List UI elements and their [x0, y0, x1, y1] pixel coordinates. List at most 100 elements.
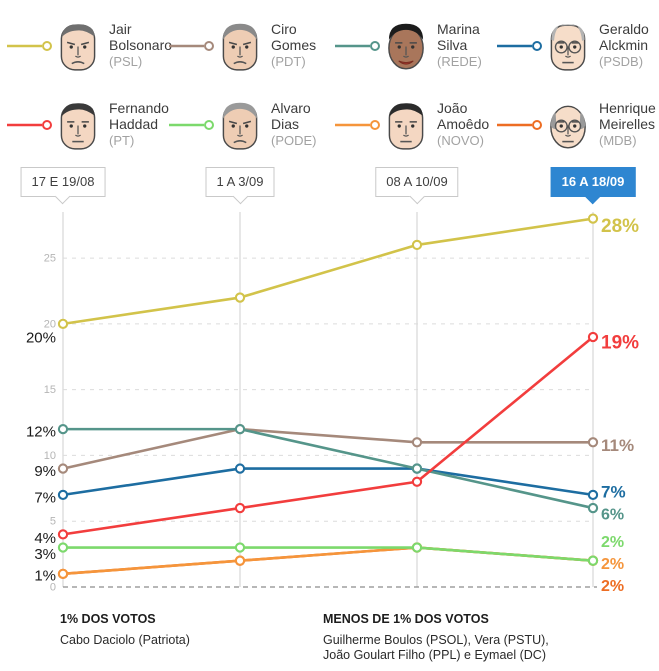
start-value-label-fernando-haddad: 4% — [34, 530, 56, 547]
candidate-last-name: Silva — [437, 37, 468, 53]
legend-item-ciro-gomes[interactable]: Ciro Gomes (PDT) — [168, 6, 334, 85]
candidate-last-name: Alckmin — [599, 37, 649, 53]
y-axis-tick-15: 15 — [44, 384, 56, 396]
data-point-marina-silva-1[interactable] — [57, 423, 69, 435]
start-value-label-alvaro-dias: 3% — [34, 546, 56, 563]
candidate-party: (NOVO) — [437, 133, 484, 148]
candidates-legend: Jair Bolsonaro (PSL) Ciro Gomes (PDT) Ma… — [0, 0, 659, 162]
series-marina-silva — [57, 423, 599, 514]
legend-item-joao-amoedo[interactable]: João Amoêdo (NOVO) — [334, 85, 496, 164]
data-point-jair-bolsonaro-1[interactable] — [57, 318, 69, 330]
data-point-geraldo-alckmin-2[interactable] — [234, 463, 246, 474]
footnote-less-line-2: João Goulart Filho (PPL) e Eymael (DC) — [323, 648, 546, 662]
y-axis-tick-5: 5 — [50, 516, 56, 528]
series-line — [62, 336, 594, 536]
series-line-swatch-joao-amoedo — [335, 119, 380, 130]
footnote-one-percent-title: 1% DOS VOTOS — [60, 612, 156, 626]
face-jair-bolsonaro — [60, 23, 96, 71]
candidate-party: (PODE) — [271, 133, 317, 148]
legend-item-marina-silva[interactable]: Marina Silva (REDE) — [334, 6, 496, 85]
y-axis-tick-0: 0 — [50, 582, 56, 594]
candidate-party: (MDB) — [599, 133, 637, 148]
footnote-one-percent: 1% DOS VOTOS Cabo Daciolo (Patriota) — [60, 612, 190, 648]
data-point-marina-silva-4[interactable] — [587, 502, 599, 514]
candidate-first-name: Fernando — [109, 100, 169, 116]
face-geraldo-alckmin — [550, 23, 586, 71]
candidate-first-name: Jair — [109, 21, 132, 37]
data-point-fernando-haddad-3[interactable] — [411, 476, 423, 487]
start-value-label-jair-bolsonaro: 20% — [26, 329, 56, 346]
candidate-last-name: Dias — [271, 116, 300, 132]
candidate-first-name: Marina — [437, 21, 480, 37]
face-alvaro-dias — [222, 102, 258, 150]
data-point-joao-amoedo-2[interactable] — [234, 555, 246, 566]
legend-item-geraldo-alckmin[interactable]: Geraldo Alckmin (PSDB) — [496, 6, 659, 85]
candidate-last-name: Meirelles — [599, 116, 656, 132]
data-point-geraldo-alckmin-4[interactable] — [587, 489, 599, 501]
footnote-one-percent-names: Cabo Daciolo (Patriota) — [60, 633, 190, 647]
data-point-marina-silva-3[interactable] — [411, 463, 423, 474]
y-axis-tick-20: 20 — [44, 318, 56, 330]
legend-item-henrique-meirelles[interactable]: Henrique Meirelles (MDB) — [496, 85, 659, 164]
start-value-label-geraldo-alckmin: 7% — [34, 489, 56, 506]
face-joao-amoedo — [388, 102, 424, 150]
series-jair-bolsonaro — [57, 213, 599, 330]
end-value-label-henrique-meirelles: 2% — [601, 578, 624, 595]
series-fernando-haddad — [57, 331, 599, 540]
poll-date-tab-4[interactable]: 16 A 18/09 — [550, 167, 636, 205]
start-value-label-joao-amoedo: 1% — [34, 567, 56, 584]
legend-item-jair-bolsonaro[interactable]: Jair Bolsonaro (PSL) — [6, 6, 172, 85]
series-line-swatch-alvaro-dias — [169, 119, 214, 130]
candidate-party: (PSDB) — [599, 54, 644, 69]
legend-item-alvaro-dias[interactable]: Alvaro Dias (PODE) — [168, 85, 334, 164]
candidate-first-name: Alvaro — [271, 100, 311, 116]
series-line — [62, 546, 594, 576]
data-point-geraldo-alckmin-1[interactable] — [57, 489, 69, 501]
start-value-label-marina-silva: 12% — [26, 424, 56, 441]
y-axis-tick-10: 10 — [44, 450, 56, 462]
series-line — [62, 467, 594, 497]
data-point-fernando-haddad-4[interactable] — [587, 331, 599, 343]
data-point-ciro-gomes-4[interactable] — [587, 437, 599, 448]
data-point-marina-silva-2[interactable] — [234, 423, 246, 435]
data-point-joao-amoedo-1[interactable] — [57, 568, 69, 579]
candidate-last-name: Gomes — [271, 37, 317, 53]
series-line — [62, 427, 593, 470]
data-point-jair-bolsonaro-4[interactable] — [587, 213, 599, 224]
end-value-label-joao-amoedo: 2% — [601, 556, 624, 573]
poll-date-tab-2[interactable]: 1 A 3/09 — [205, 167, 275, 205]
end-value-label-jair-bolsonaro: 28% — [601, 216, 639, 237]
face-marina-silva — [388, 23, 424, 70]
candidate-first-name: Ciro — [271, 21, 297, 37]
series-line-swatch-jair-bolsonaro — [7, 40, 52, 51]
candidate-first-name: João — [437, 100, 468, 116]
legend-item-fernando-haddad[interactable]: Fernando Haddad (PT) — [6, 85, 169, 164]
candidate-last-name: Haddad — [109, 116, 159, 132]
data-point-ciro-gomes-3[interactable] — [411, 437, 423, 448]
poll-date-tab-3[interactable]: 08 A 10/09 — [375, 167, 459, 205]
poll-line-chart: 0 5 10 15 20 25 20% 9% 12% 7% 4%3% 1% 28% 11% 6% 7% 19% 2… — [26, 212, 639, 595]
data-point-jair-bolsonaro-3[interactable] — [411, 239, 423, 251]
data-point-alvaro-dias-3[interactable] — [411, 542, 423, 553]
data-point-jair-bolsonaro-2[interactable] — [234, 292, 246, 303]
series-line — [62, 546, 594, 576]
face-ciro-gomes — [222, 23, 258, 71]
footnote-less-line-1: Guilherme Boulos (PSOL), Vera (PSTU), — [323, 633, 549, 647]
data-point-ciro-gomes-1[interactable] — [57, 463, 69, 474]
face-fernando-haddad — [60, 102, 96, 150]
data-point-alvaro-dias-4[interactable] — [587, 555, 599, 566]
candidate-party: (PT) — [109, 133, 135, 148]
series-line — [63, 427, 594, 510]
data-point-alvaro-dias-2[interactable] — [234, 542, 246, 553]
y-axis-tick-25: 25 — [44, 253, 56, 265]
data-point-fernando-haddad-1[interactable] — [57, 529, 69, 540]
candidate-party: (PDT) — [271, 54, 306, 69]
data-point-fernando-haddad-2[interactable] — [234, 502, 246, 514]
data-point-alvaro-dias-1[interactable] — [57, 542, 69, 553]
poll-date-tab-1[interactable]: 17 E 19/08 — [20, 167, 106, 205]
end-value-label-fernando-haddad: 19% — [601, 333, 639, 354]
candidate-first-name: Henrique — [599, 100, 656, 116]
footnote-less-than-one-percent: MENOS DE 1% DOS VOTOS Guilherme Boulos (… — [323, 612, 549, 663]
candidate-party: (REDE) — [437, 54, 482, 69]
